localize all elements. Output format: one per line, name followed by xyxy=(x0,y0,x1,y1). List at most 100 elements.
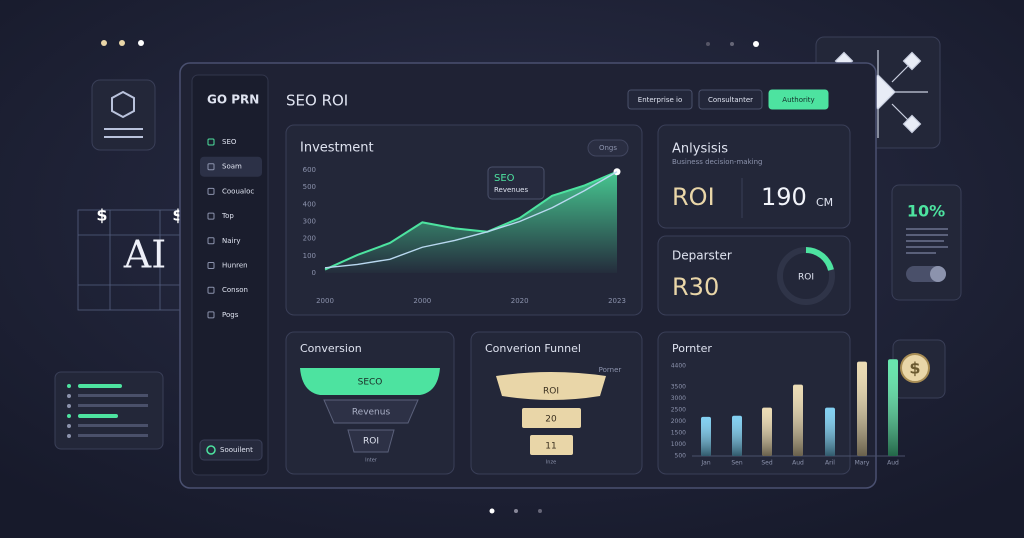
sidebar-item[interactable]: Nairy xyxy=(222,237,241,245)
y-tick-label: 300 xyxy=(303,218,316,226)
y-tick-label: 600 xyxy=(303,166,316,174)
list-card xyxy=(54,371,164,450)
sidebar-icon xyxy=(207,138,215,146)
series-line xyxy=(324,171,618,269)
y-tick-label: 0 xyxy=(312,269,316,277)
card-title: Anlysisis xyxy=(672,142,728,157)
sidebar-footer[interactable] xyxy=(199,439,263,461)
funnel-stage xyxy=(300,368,440,395)
coin xyxy=(900,353,930,383)
stage-note: Inze xyxy=(546,460,556,466)
y-tick-label: 1500 xyxy=(671,429,686,436)
sidebar-active xyxy=(200,156,262,177)
funnel-tag: Porner xyxy=(599,366,622,374)
sidebar-item[interactable]: Hunren xyxy=(222,262,248,270)
coin-symbol: $ xyxy=(909,359,920,378)
chart-title: Pornter xyxy=(672,342,712,355)
stage-note: Inter xyxy=(365,458,378,464)
x-tick-label: Aril xyxy=(825,460,835,467)
tooltip-title: SEO xyxy=(494,173,515,184)
currency-icon: $ xyxy=(172,206,183,225)
badge-lines xyxy=(906,228,948,254)
card-title: Conversion xyxy=(300,342,362,355)
x-tick-label: 2000 xyxy=(413,297,431,305)
sidebar-icon xyxy=(207,212,215,220)
stage-label: ROI xyxy=(543,387,559,397)
y-tick-label: 1000 xyxy=(671,441,686,448)
sidebar-item[interactable]: SEO xyxy=(222,138,237,146)
series-line xyxy=(324,170,618,271)
x-tick-label: 2023 xyxy=(608,297,626,305)
funnel-stage xyxy=(530,435,573,455)
funnel-card xyxy=(470,331,643,475)
icon-card xyxy=(91,79,156,151)
header-button[interactable] xyxy=(768,89,829,110)
header-button-label: Authority xyxy=(782,96,814,104)
header-button[interactable] xyxy=(698,89,763,110)
y-tick-label: 100 xyxy=(303,252,316,260)
y-tick-label: 2500 xyxy=(671,406,686,413)
card-subtitle: Business decision-making xyxy=(672,158,762,166)
bar-shade xyxy=(825,407,835,456)
metric-label: ROI xyxy=(672,183,715,211)
sidebar-icon xyxy=(207,237,215,245)
bar-shade xyxy=(701,416,711,456)
area-fill xyxy=(325,171,617,273)
analysis-card xyxy=(657,124,851,229)
x-tick-label: Aud xyxy=(792,460,804,467)
bar-shade xyxy=(857,361,867,456)
metric-value: 190 xyxy=(761,183,807,211)
departer-value: R30 xyxy=(672,273,719,301)
card-title: Converion Funnel xyxy=(485,342,581,355)
ring-label: ROI xyxy=(798,273,814,283)
y-tick-label: 400 xyxy=(303,200,316,208)
stage-label: ROI xyxy=(363,437,379,447)
funnel-stage xyxy=(323,399,419,424)
sidebar-item[interactable]: Soam xyxy=(222,163,242,171)
ai-label: AI xyxy=(123,233,166,277)
bar-shade xyxy=(732,415,742,456)
bar-shade xyxy=(793,384,803,456)
badge-value: 10% xyxy=(907,202,945,221)
funnel-stage xyxy=(522,408,581,428)
x-tick-label: Mary xyxy=(855,460,870,467)
chip-icon xyxy=(111,90,135,119)
y-tick-label: 500 xyxy=(675,453,687,460)
bar-shade xyxy=(888,359,898,456)
metric-unit: CM xyxy=(816,196,833,209)
sidebar-icon xyxy=(207,286,215,294)
x-tick-label: Jan xyxy=(700,460,710,467)
tooltip-text: Revenues xyxy=(494,186,528,194)
y-tick-label: 200 xyxy=(303,235,316,243)
header-button-label: Consultanter xyxy=(708,96,753,104)
currency-icon: $ xyxy=(96,206,107,225)
funnel-stage xyxy=(347,429,395,453)
sidebar-item[interactable]: Cooualoc xyxy=(222,187,254,195)
chart-title: Investment xyxy=(300,141,374,156)
sidebar xyxy=(191,74,269,476)
y-tick-label: 3000 xyxy=(671,395,686,402)
stage-label: 20 xyxy=(545,415,557,425)
y-tick-label: 500 xyxy=(303,183,316,191)
sidebar-item[interactable]: Pogs xyxy=(222,311,239,319)
sidebar-icon xyxy=(207,262,215,269)
list-rows xyxy=(67,384,148,438)
y-tick-label: 3500 xyxy=(671,383,686,390)
tooltip xyxy=(487,166,545,200)
card-title: Deparster xyxy=(672,249,732,263)
x-tick-label: Sen xyxy=(731,460,743,467)
logo: GO PRN xyxy=(207,93,259,107)
sidebar-item[interactable]: Top xyxy=(221,212,234,220)
page-title: SEO ROI xyxy=(286,92,348,110)
y-tick-label: 2000 xyxy=(671,418,686,425)
sidebar-icon xyxy=(207,187,215,195)
sidebar-item[interactable]: Conson xyxy=(222,286,248,294)
header-button[interactable] xyxy=(627,89,693,110)
toggle-knob xyxy=(930,266,946,282)
stage-label: Revenus xyxy=(352,408,391,418)
x-tick-label: 2020 xyxy=(511,297,529,305)
footer-label: Soouilent xyxy=(220,446,253,454)
chart-button[interactable] xyxy=(587,139,629,157)
stage-label: SECO xyxy=(358,378,383,388)
